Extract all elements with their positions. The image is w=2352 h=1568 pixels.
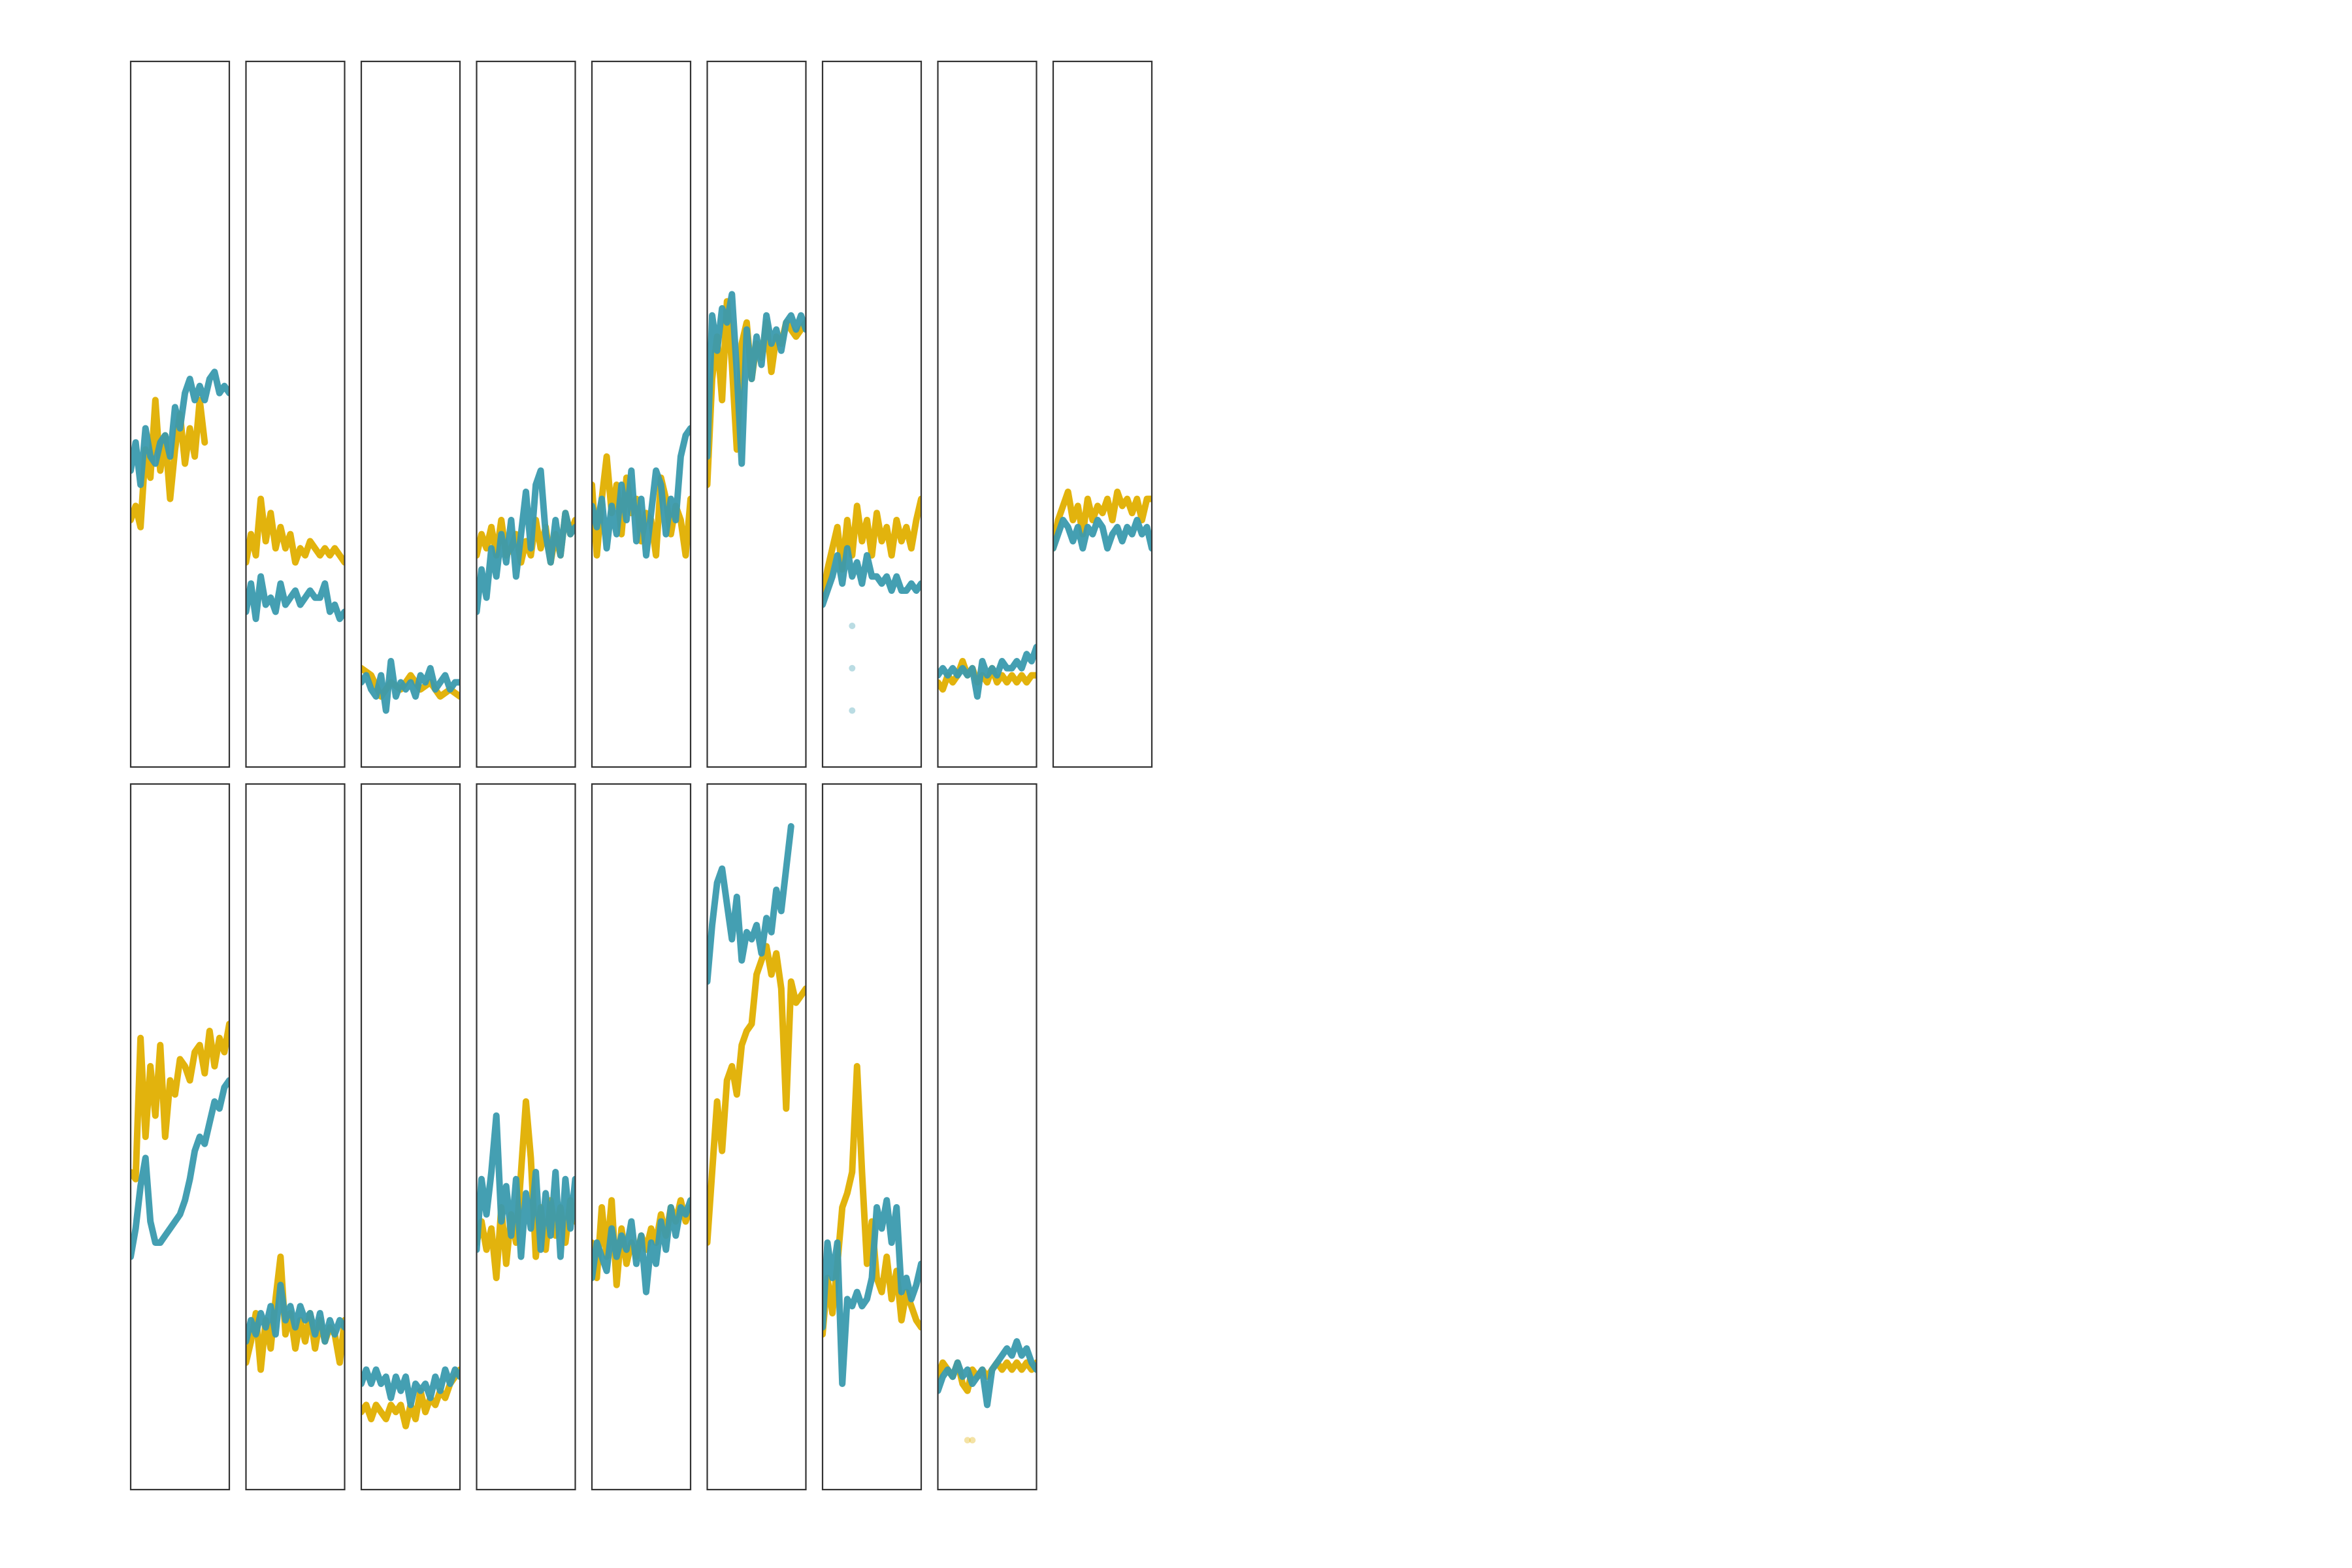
panel-series-group: [938, 644, 1037, 700]
teal-series-line: [1053, 517, 1152, 552]
facet-panel-r2-c3: [360, 783, 461, 1491]
teal-series-line: [476, 1112, 576, 1260]
panel-series-group: [823, 1063, 921, 1387]
gold-series-line: [707, 943, 806, 1246]
facet-panel-r1-c7: [821, 60, 923, 768]
facet-panel-r1-c3: [360, 60, 461, 768]
teal-series-line: [131, 1077, 229, 1260]
panels-layer: [129, 60, 1153, 1491]
facet-panel-r2-c7: [821, 783, 923, 1491]
panel-series-group: [1053, 488, 1152, 552]
teal-series-line: [938, 1338, 1037, 1409]
panel-series-group: [131, 368, 229, 531]
panel-frame: [937, 60, 1037, 768]
faint-data-point: [849, 664, 856, 672]
facet-panel-r1-c1: [129, 60, 231, 768]
facet-panel-r2-c1: [129, 783, 231, 1491]
panel-series-group: [707, 291, 806, 488]
teal-series-line: [823, 1197, 921, 1387]
teal-series-line: [361, 658, 460, 714]
panel-series-group: [476, 467, 576, 615]
faint-data-point: [964, 1437, 971, 1444]
facet-panel-r1-c4: [476, 60, 576, 768]
panel-series-group: [361, 658, 460, 714]
panel-frame: [129, 60, 231, 768]
gold-series-line: [938, 658, 1037, 693]
panel-series-group: [592, 1197, 691, 1296]
panel-frame: [360, 783, 461, 1491]
teal-series-line: [246, 1281, 345, 1345]
panel-series-group: [246, 495, 345, 623]
panel-frame: [591, 60, 692, 768]
panel-frame: [245, 60, 346, 768]
panel-series-group: [707, 823, 806, 1246]
panel-frame: [245, 783, 346, 1491]
teal-series-line: [707, 823, 794, 985]
panel-series-group: [476, 1098, 576, 1281]
gold-series-line: [131, 1021, 229, 1183]
panel-series-group: [823, 495, 921, 714]
panel-series-group: [361, 1366, 460, 1429]
facet-panel-r2-c8: [937, 783, 1037, 1491]
gold-series-line: [823, 495, 921, 601]
panel-series-group: [246, 1253, 345, 1373]
facet-panel-r1-c5: [591, 60, 692, 768]
teal-series-line: [592, 1197, 691, 1296]
gold-series-line: [246, 495, 345, 566]
teal-series-line: [592, 425, 691, 559]
facet-panel-r1-c6: [706, 60, 807, 768]
teal-series-line: [707, 291, 806, 467]
teal-series-line: [938, 644, 1037, 700]
panel-frame: [821, 783, 923, 1491]
teal-series-line: [823, 545, 921, 608]
teal-series-line: [131, 368, 229, 488]
faint-data-point: [849, 623, 856, 629]
facet-panel-r1-c2: [245, 60, 346, 768]
panel-frame: [129, 783, 231, 1491]
facet-panel-r1-c9: [1052, 60, 1153, 768]
panel-frame: [591, 783, 692, 1491]
gold-series-line: [131, 397, 208, 531]
teal-series-line: [476, 467, 576, 615]
panel-series-group: [938, 1338, 1037, 1444]
panel-series-group: [131, 1021, 229, 1260]
facet-panel-r2-c2: [245, 783, 346, 1491]
panel-frame: [706, 783, 807, 1491]
panel-series-group: [592, 425, 691, 559]
panel-frame: [476, 60, 576, 768]
gold-series-line: [1053, 488, 1152, 552]
panel-frame: [706, 60, 807, 768]
facet-panel-r2-c5: [591, 783, 692, 1491]
panel-frame: [360, 60, 461, 768]
facet-panel-r1-c8: [937, 60, 1037, 768]
facet-panel-r2-c6: [706, 783, 807, 1491]
facet-panel-r2-c4: [476, 783, 576, 1491]
panel-frame: [476, 783, 576, 1491]
panel-frame: [1052, 60, 1153, 768]
panel-frame: [821, 60, 923, 768]
teal-series-line: [361, 1366, 460, 1409]
faint-data-point: [969, 1437, 976, 1444]
panel-frame: [937, 783, 1037, 1491]
teal-series-line: [246, 573, 345, 623]
faint-data-point: [849, 707, 856, 714]
